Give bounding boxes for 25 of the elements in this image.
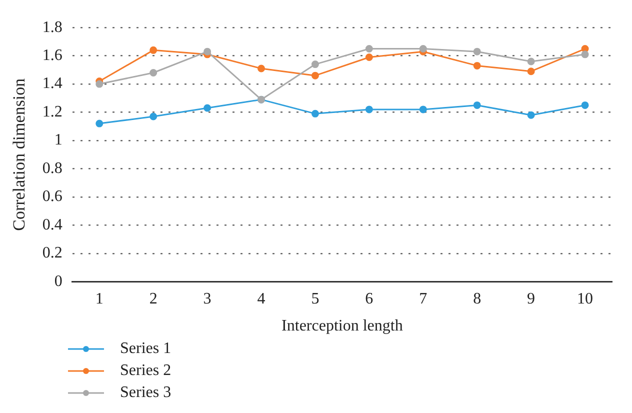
y-tick-label: 1.6: [42, 47, 62, 64]
y-tick-label: 1: [54, 132, 62, 149]
legend-label: Series 2: [120, 362, 172, 380]
y-tick-label: 0.6: [42, 188, 62, 206]
x-tick-label: 8: [473, 290, 482, 308]
x-tick-label: 3: [203, 290, 212, 308]
x-tick-label: 10: [577, 290, 594, 308]
y-tick-label: 0.4: [42, 216, 62, 234]
x-tick-label: 2: [149, 290, 158, 308]
x-tick-label: 6: [365, 290, 374, 308]
x-tick-label: 4: [257, 290, 266, 308]
x-tick-label: 7: [419, 290, 428, 308]
legend-label: Series 1: [120, 340, 172, 358]
x-tick-label: 5: [311, 290, 320, 308]
y-tick-label: 0.8: [42, 160, 62, 177]
y-tick-label: 0.2: [42, 244, 62, 262]
y-tick-label: 1.8: [42, 18, 62, 36]
y-tick-label: 1.2: [42, 103, 62, 120]
x-tick-label: 1: [95, 290, 104, 308]
y-tick-label: 1.4: [42, 75, 62, 92]
x-axis-title: Interception length: [282, 318, 403, 335]
y-axis-title: Correlation dimension: [10, 78, 29, 231]
legend-label: Series 3: [120, 384, 172, 402]
y-tick-label: 0: [54, 272, 62, 290]
x-tick-label: 9: [527, 290, 536, 308]
